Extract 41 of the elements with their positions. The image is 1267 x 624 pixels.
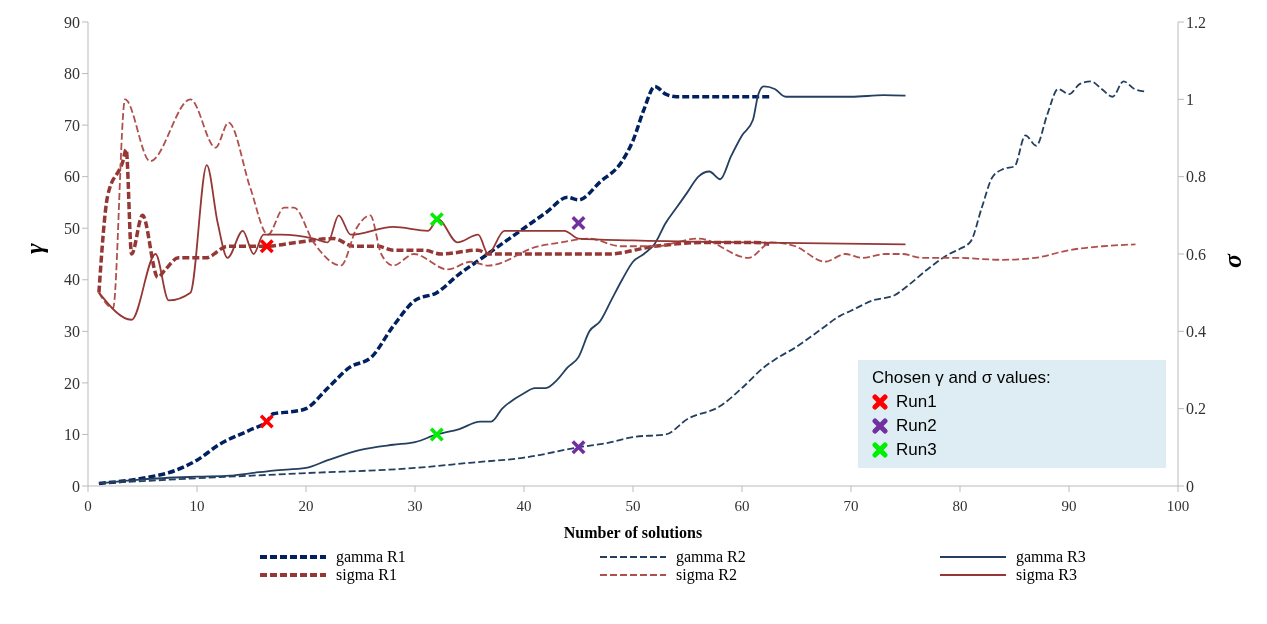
legend-label: sigma R3 xyxy=(1016,566,1077,584)
legend-label: Run3 xyxy=(896,440,937,460)
y-tick-label: 40 xyxy=(64,271,80,289)
y2-tick-label: 0.4 xyxy=(1186,323,1206,341)
y2-tick-label: 0.6 xyxy=(1186,245,1206,263)
x-tick-label: 0 xyxy=(84,497,92,514)
x-tick-label: 100 xyxy=(1166,497,1190,514)
x-tick-label: 80 xyxy=(952,497,968,514)
y2-axis-title: σ xyxy=(1218,253,1248,269)
legend-label: Run1 xyxy=(896,392,937,412)
x-tick-label: 50 xyxy=(625,497,641,514)
y-axis-title: γ xyxy=(20,243,50,254)
legend-label: gamma R2 xyxy=(676,548,746,566)
y2-tick-label: 0.8 xyxy=(1186,168,1206,186)
y2-tick-label: 0 xyxy=(1186,477,1194,495)
x-tick-label: 20 xyxy=(298,497,314,514)
y-tick-label: 70 xyxy=(64,116,80,134)
legend-label: gamma R3 xyxy=(1016,548,1086,566)
x-tick-label: 40 xyxy=(516,497,532,514)
legend-label: Run2 xyxy=(896,416,937,436)
x-tick-label: 70 xyxy=(843,497,859,514)
y-tick-label: 50 xyxy=(64,219,80,237)
legend-label: sigma R2 xyxy=(676,566,737,584)
y2-tick-label: 0.2 xyxy=(1186,400,1206,418)
y-tick-label: 60 xyxy=(64,168,80,186)
x-axis-title: Number of solutions xyxy=(563,524,703,541)
y2-tick-label: 1 xyxy=(1186,91,1194,109)
y-tick-label: 80 xyxy=(64,65,80,83)
y-tick-label: 10 xyxy=(64,426,80,444)
x-tick-label: 30 xyxy=(407,497,423,514)
x-tick-label: 60 xyxy=(734,497,750,514)
y-tick-label: 0 xyxy=(72,477,80,495)
legend-label: gamma R1 xyxy=(336,548,406,566)
x-tick-label: 10 xyxy=(189,497,205,514)
x-tick-label: 90 xyxy=(1061,497,1077,514)
y-tick-label: 90 xyxy=(64,13,80,31)
y-tick-label: 30 xyxy=(64,323,80,341)
y-tick-label: 20 xyxy=(64,374,80,392)
legend-title: Chosen γ and σ values: xyxy=(872,368,1052,388)
legend-label: sigma R1 xyxy=(336,566,397,584)
y2-tick-label: 1.2 xyxy=(1186,13,1206,31)
